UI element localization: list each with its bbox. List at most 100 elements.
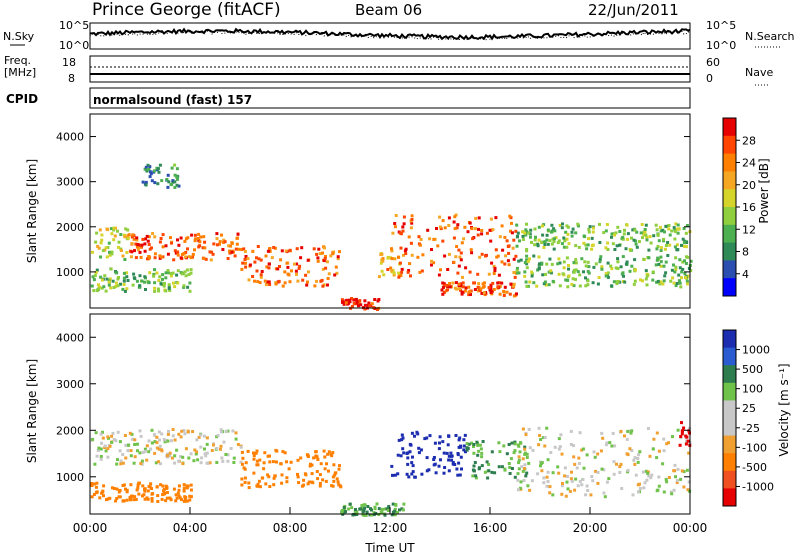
echo-cell (318, 252, 322, 256)
echo-cell (489, 239, 493, 243)
echo-cell (643, 481, 647, 485)
echo-cell (612, 460, 616, 464)
echo-cell (139, 461, 143, 465)
echo-cell (496, 254, 500, 258)
echo-cell (606, 241, 610, 245)
echo-cell (167, 271, 170, 275)
echo-cell (642, 486, 646, 490)
echo-cell (455, 245, 459, 248)
echo-cell (514, 254, 518, 258)
echo-cell (140, 459, 144, 463)
echo-cell (259, 273, 263, 277)
freq-frame (89, 55, 691, 83)
echo-cell (111, 431, 115, 435)
echo-cell (332, 250, 336, 254)
echo-cell (578, 273, 582, 277)
echo-cell (446, 443, 450, 447)
echo-cell (515, 266, 519, 270)
echo-cell (147, 439, 151, 443)
echo-cell (442, 291, 446, 294)
echo-cell (566, 285, 570, 289)
echo-cell (368, 507, 372, 511)
echo-cell (288, 280, 292, 284)
echo-cell (663, 274, 667, 278)
echo-cell (186, 285, 190, 289)
echo-cell (572, 268, 576, 272)
echo-cell (270, 256, 274, 260)
echo-cell (123, 434, 127, 437)
echo-cell (390, 257, 394, 261)
echo-cell (98, 496, 102, 500)
echo-cell (135, 238, 139, 242)
echo-cell (574, 258, 578, 262)
echo-cell (218, 240, 222, 244)
echo-cell (479, 287, 483, 291)
echo-cell (324, 479, 328, 483)
echo-cell (295, 247, 299, 251)
echo-cell (189, 488, 193, 492)
echo-cell (153, 286, 157, 290)
echo-cell (510, 221, 513, 225)
colorbar-tick-label: -1000 (742, 480, 774, 493)
echo-cell (546, 470, 550, 474)
echo-cell (157, 170, 161, 174)
echo-cell (664, 244, 668, 247)
echo-cell (515, 292, 518, 296)
colorbar-tick-label: 4 (742, 268, 749, 281)
echo-cell (564, 278, 568, 282)
echo-cell (220, 233, 223, 237)
echo-cell (162, 487, 166, 491)
echo-cell (166, 269, 170, 272)
echo-cell (644, 233, 648, 237)
colorbar-swatch (723, 470, 736, 489)
echo-cell (258, 458, 262, 462)
echo-cell (138, 250, 142, 254)
echo-cell (184, 255, 187, 259)
echo-cell (537, 426, 541, 430)
echo-cell (221, 248, 225, 251)
echo-cell (283, 270, 287, 274)
echo-cell (433, 462, 437, 466)
echo-cell (189, 452, 193, 456)
echo-cell (264, 482, 268, 486)
echo-cell (114, 285, 118, 288)
echo-cell (687, 480, 691, 484)
echo-cell (658, 282, 662, 286)
echo-cell (389, 266, 393, 270)
echo-cell (521, 427, 525, 431)
echo-cell (153, 268, 156, 272)
echo-cell (447, 469, 451, 473)
echo-cell (170, 241, 173, 245)
echo-cell (383, 507, 387, 511)
echo-cell (671, 276, 675, 280)
echo-cell (612, 472, 616, 476)
echo-cell (648, 454, 652, 458)
echo-cell (655, 456, 659, 460)
echo-cell (139, 434, 143, 438)
echo-cell (402, 451, 406, 455)
echo-cell (679, 285, 683, 289)
echo-cell (268, 283, 272, 286)
echo-cell (545, 233, 549, 237)
echo-cell (150, 441, 154, 445)
echo-cell (596, 471, 600, 474)
echo-cell (638, 450, 642, 454)
echo-cell (146, 280, 150, 284)
echo-cell (271, 460, 275, 464)
echo-cell (315, 470, 319, 473)
echo-cell (667, 227, 671, 231)
echo-cell (511, 246, 515, 250)
echo-cell (318, 482, 322, 485)
echo-cell (416, 255, 420, 259)
echo-cell (537, 443, 541, 447)
echo-cell (582, 466, 586, 470)
echo-cell (662, 449, 666, 453)
echo-cell (259, 258, 263, 262)
echo-cell (352, 301, 356, 305)
echo-cell (135, 488, 139, 492)
echo-cell (437, 464, 441, 468)
echo-cell (139, 245, 143, 249)
echo-cell (618, 465, 622, 469)
echo-cell (307, 480, 311, 484)
